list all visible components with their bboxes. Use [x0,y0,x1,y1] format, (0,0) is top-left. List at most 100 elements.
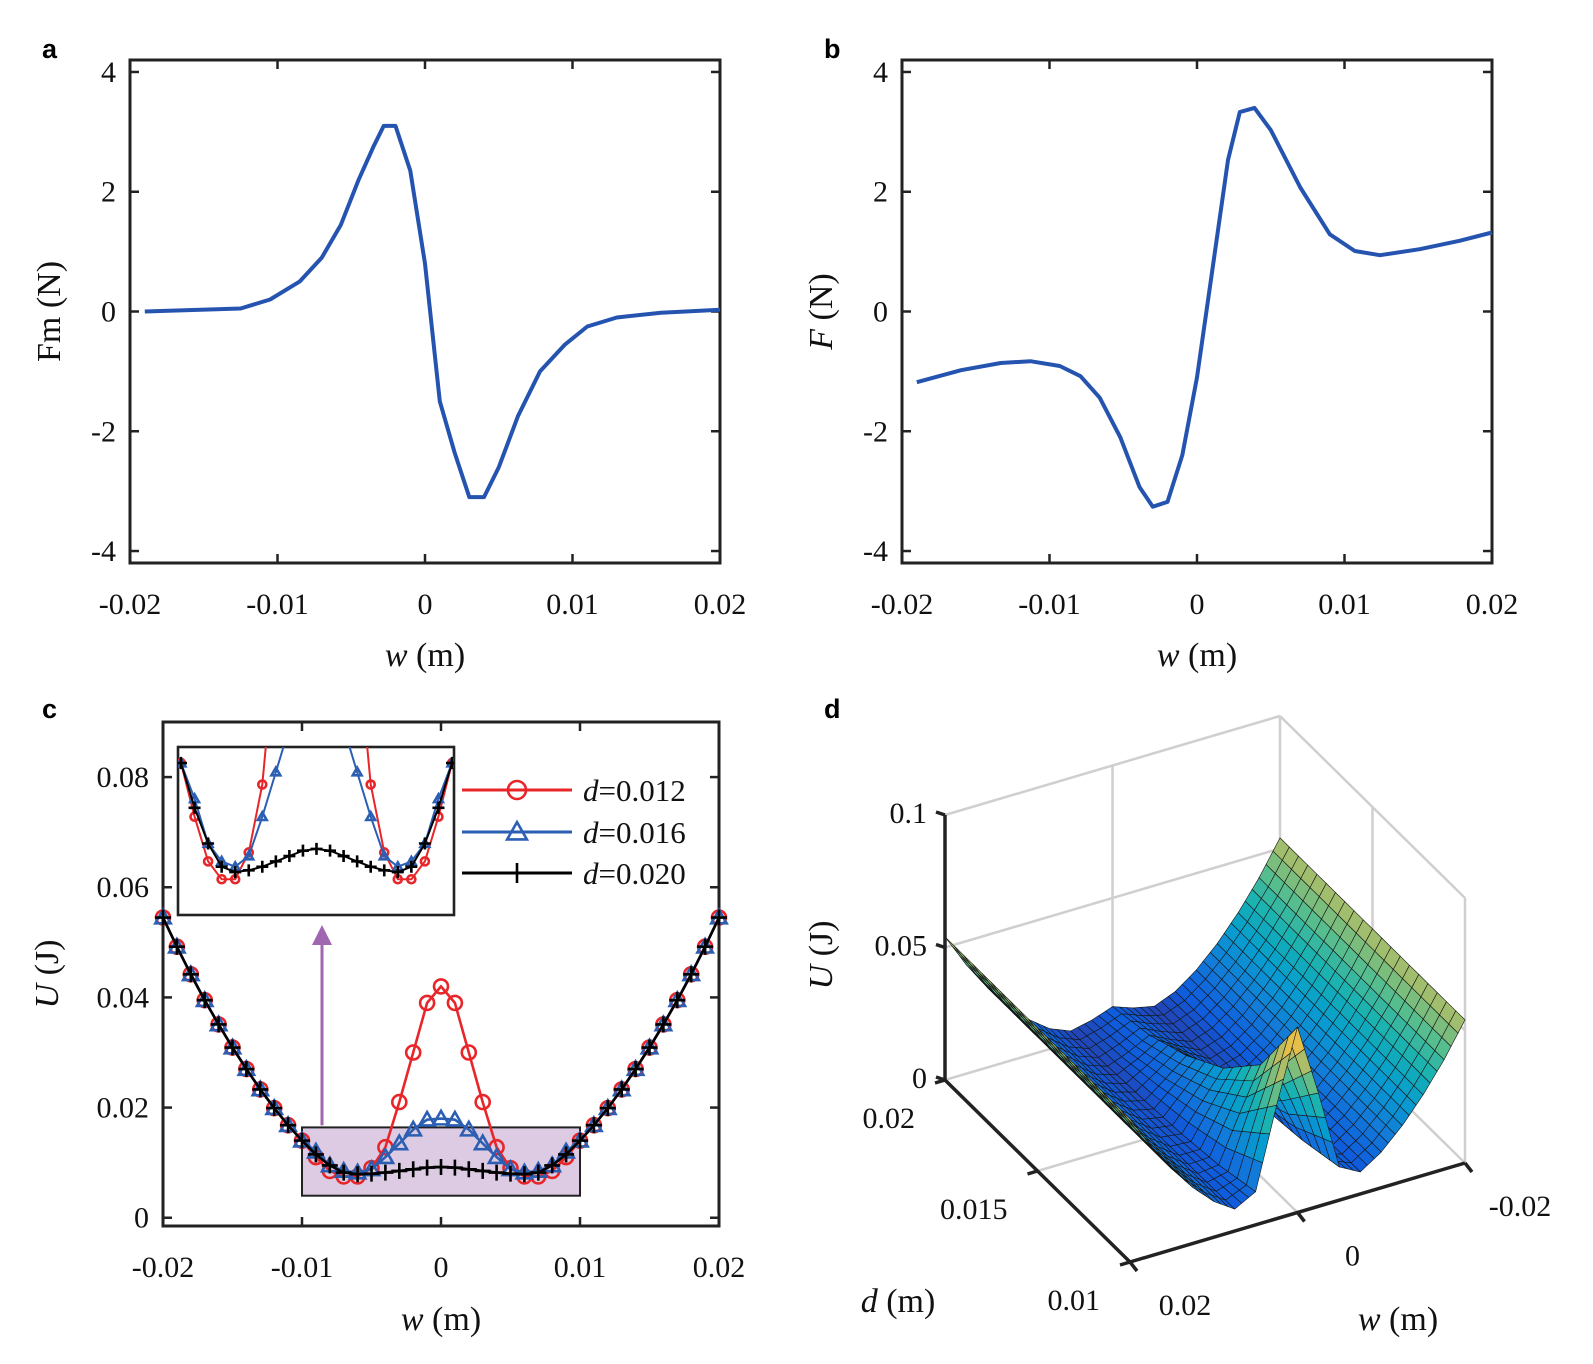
x-axis-label: w (m) [385,637,465,674]
triangle-marker [350,765,364,777]
plus-marker [377,1164,394,1181]
plus-marker [460,1161,477,1178]
plus-marker [405,860,418,873]
plus-marker [351,855,364,868]
x-tick-label: -0.01 [271,1251,334,1284]
triangle-marker [444,1109,465,1127]
plus-marker [446,757,454,770]
label-rest: (N) [803,273,840,329]
plus-marker [188,801,201,814]
x-tick-label: 0 [418,588,433,621]
panel-letter-d: d [824,694,841,724]
label-rest: =0.012 [599,773,686,808]
plus-marker [182,966,199,983]
label-symbol: w [385,637,408,674]
plus-marker [432,801,445,814]
triangle-marker [242,849,256,861]
label-symbol: d [583,773,599,808]
w-tick [1296,1211,1306,1223]
x-tick-label: 0.02 [693,1251,746,1284]
legend-item: d=0.016 [462,815,686,850]
z-tick-label: 0.1 [890,797,928,830]
plus-marker [335,1164,352,1181]
plus-marker [418,837,431,850]
x-tick-label: 0.02 [1466,588,1519,621]
triangle-marker [312,687,321,695]
x-tick-label: -0.02 [132,1251,195,1284]
triangle-marker [458,1119,479,1137]
panel-letter-a: a [42,34,58,64]
plus-marker [294,1132,310,1149]
w-tick-label: -0.02 [1489,1190,1552,1223]
plus-marker [168,938,185,955]
plus-marker [391,1162,408,1179]
y-tick-label: -4 [863,535,888,568]
triangle-marker [269,765,283,777]
circle-marker [446,994,464,1012]
plus-marker [238,1061,255,1078]
circle-marker [390,1093,408,1111]
plus-marker [324,844,337,857]
triangle-marker [486,1146,507,1165]
z-tick [935,810,946,817]
w-tick [1463,1161,1474,1174]
circle-marker [202,856,214,867]
label-symbol: w [401,1301,424,1338]
x-axis-label: w (m) [401,1301,481,1338]
plot-frame [900,58,1494,565]
circle-marker [419,856,431,867]
plus-marker [363,1165,380,1182]
label-symbol: U [803,962,840,989]
d-axis-label: d (m) [861,1283,936,1320]
zoom-arrow-head [312,925,332,945]
data-line [916,105,1493,509]
plus-marker [252,1081,269,1098]
label-rest: =0.020 [599,856,686,891]
x-tick-label: 0.01 [554,1251,607,1284]
x-tick-label: -0.02 [99,588,162,621]
plus-marker [446,1159,463,1176]
legend-item: d=0.012 [462,773,686,808]
inset-series [178,687,454,885]
w-tick [1128,1260,1139,1273]
plus-marker [683,966,700,983]
plus-marker [585,1117,602,1134]
label-rest: (J) [803,921,840,965]
plus-marker [229,866,242,879]
triangle-marker [431,1108,451,1126]
circle-marker [460,1044,478,1061]
label-symbol: d [583,815,599,850]
data-line [144,123,721,500]
inset-frame [176,745,456,917]
triangle-marker [339,723,348,731]
surface-mesh [944,837,1466,1210]
plus-marker [627,1061,644,1078]
plus-marker [283,850,296,863]
d-tick-label: 0.015 [940,1193,1008,1226]
label-symbol: w [1157,637,1180,674]
plus-marker [641,1039,658,1056]
plus-marker [266,1100,283,1117]
x-tick-label: -0.01 [1018,588,1081,621]
label-rest: (m) [1381,1301,1439,1338]
triangle-marker [375,1146,396,1165]
z-tick [935,942,946,950]
panel-d-surface: 0 0.05 0.1 0.02 0.015 0.01 0.02 0 -0.02 U (J) d (m… [803,714,1552,1338]
y-tick-label: 2 [873,176,888,209]
plus-marker [502,1165,519,1182]
z-axis-label: U (J) [803,921,840,990]
series-2 [155,909,727,1183]
x-tick-label: -0.02 [871,588,934,621]
circle-marker [432,978,450,995]
plus-marker [310,842,323,855]
label-symbol: d [583,856,599,891]
plus-marker [307,1146,324,1163]
triangle-marker [326,691,335,699]
x-tick-label: 0.01 [1318,588,1371,621]
label-rest: (m) [878,1283,936,1320]
x-tick-label: -0.01 [246,588,309,621]
plus-marker [613,1081,630,1098]
legend-label: d=0.016 [583,815,686,850]
inset-plot [176,687,456,917]
